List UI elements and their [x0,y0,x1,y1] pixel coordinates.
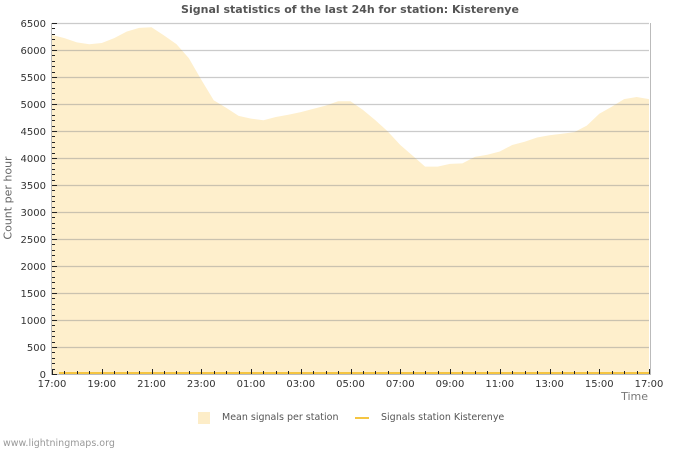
y-tick-label: 6000 [21,46,46,57]
y-tick-label: 5000 [21,100,46,111]
x-tick-label: 15:00 [585,379,614,390]
y-tick-label: 5500 [21,73,46,84]
legend-label-mean-signals: Mean signals per station [222,412,339,423]
y-axis-label: Count per hour [1,156,15,240]
y-tick-label: 1000 [21,316,46,327]
x-tick-label: 13:00 [535,379,564,390]
y-tick-label: 3500 [21,181,46,192]
legend-line-swatch-icon [355,417,369,419]
y-axis-ticks: 0 500 1000 1500 2000 2500 3000 3500 4000 4500 5000… [21,19,57,381]
mean-signals-area [52,27,649,375]
x-tick-label: 05:00 [336,379,365,390]
axes [51,23,651,375]
y-tick-label: 2500 [21,235,46,246]
x-axis-label: Time [621,390,648,403]
legend: Mean signals per station Signals station… [0,411,700,427]
gridlines [52,22,649,349]
y-tick-label: 500 [27,343,46,354]
x-tick-label: 03:00 [286,379,315,390]
x-axis-ticks: 17:00 19:00 21:00 23:00 01:00 03:00 05:00 07:00… [38,369,664,390]
x-tick-label: 17:00 [38,379,67,390]
legend-area-swatch-icon [198,412,210,424]
legend-label-station-signals: Signals station Kisterenye [381,412,505,423]
y-tick-label: 4500 [21,127,46,138]
y-tick-label: 2000 [21,262,46,273]
x-tick-label: 07:00 [386,379,415,390]
mean-signals-area-path [52,27,649,375]
y-tick-label: 6500 [21,19,46,30]
y-tick-label: 3000 [21,208,46,219]
y-tick-label: 0 [40,370,46,381]
y-tick-label: 4000 [21,154,46,165]
x-tick-label: 19:00 [87,379,116,390]
site-credit: www.lightningmaps.org [3,438,115,449]
x-tick-label: 21:00 [137,379,166,390]
y-tick-label: 1500 [21,289,46,300]
x-tick-label: 17:00 [635,379,664,390]
chart-title: Signal statistics of the last 24h for st… [181,3,519,16]
x-tick-label: 01:00 [237,379,266,390]
x-tick-label: 09:00 [436,379,465,390]
x-tick-label: 23:00 [187,379,216,390]
x-tick-label: 11:00 [485,379,514,390]
